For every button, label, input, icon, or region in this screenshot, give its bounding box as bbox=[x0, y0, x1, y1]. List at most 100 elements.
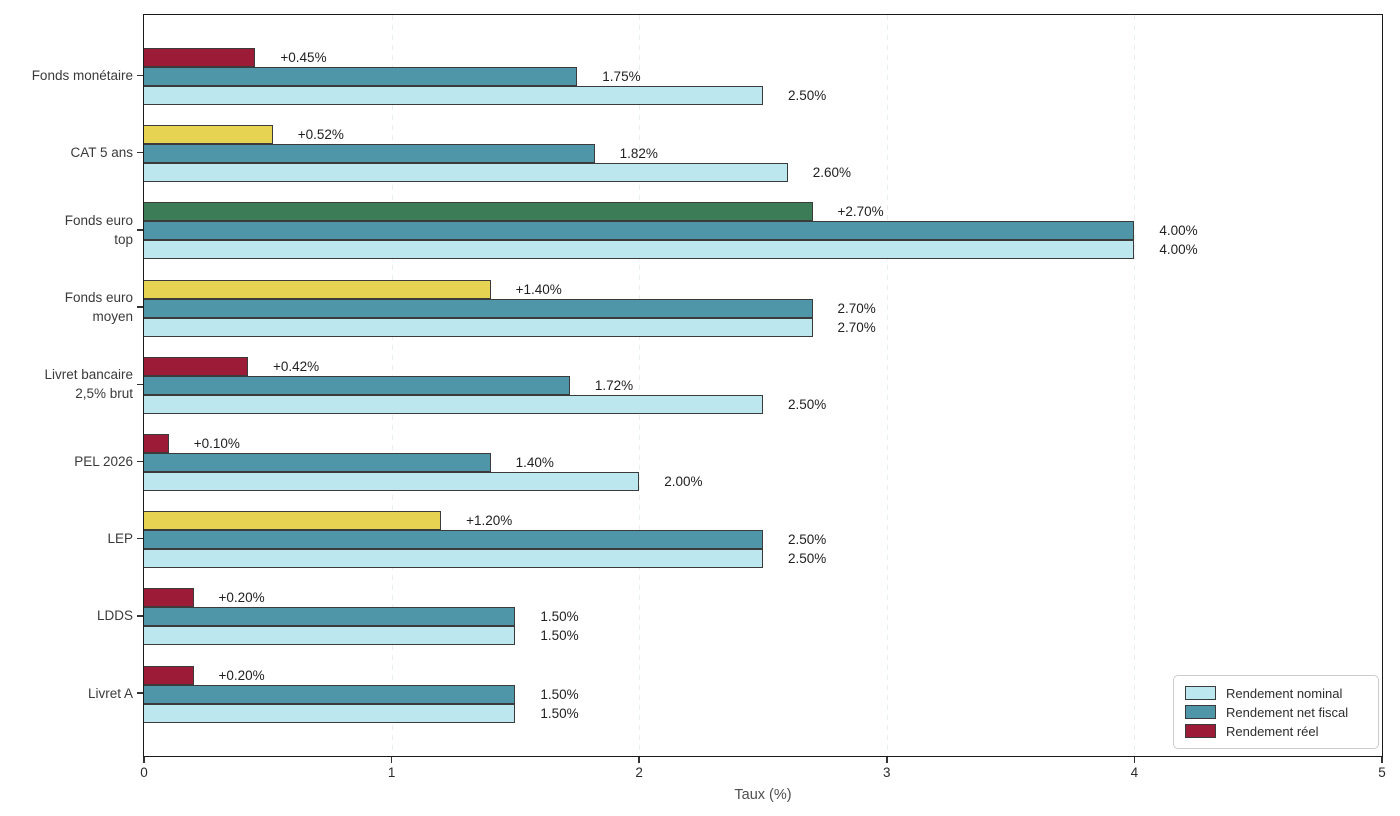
bar-nominal-row1 bbox=[144, 86, 763, 105]
bar-nominal-row7 bbox=[144, 549, 763, 569]
bar-reel-row5 bbox=[144, 356, 248, 376]
gridline-x-4 bbox=[1134, 15, 1136, 756]
y-tick-row9 bbox=[137, 692, 143, 694]
value-label-reel-row6: +0.10% bbox=[193, 436, 240, 451]
bar-reel-row4 bbox=[144, 279, 491, 299]
value-label-reel-row8: +0.20% bbox=[218, 590, 265, 606]
legend-item-2: Rendement net fiscal bbox=[1185, 705, 1368, 720]
bar-net-row3 bbox=[144, 221, 1135, 241]
bar-net-row1 bbox=[144, 67, 578, 86]
legend-label-2: Rendement net fiscal bbox=[1226, 704, 1349, 720]
bar-reel-row1 bbox=[144, 48, 256, 67]
value-label-nominal-row1: 2.50% bbox=[788, 88, 827, 103]
bar-nominal-row9 bbox=[144, 703, 516, 723]
bar-reel-row2 bbox=[144, 125, 273, 145]
bar-net-row8 bbox=[144, 607, 516, 627]
y-category-label-row1: Fonds monétaire bbox=[31, 68, 133, 83]
value-label-nominal-row9: 1.50% bbox=[540, 705, 579, 721]
legend-swatch-2 bbox=[1185, 705, 1216, 719]
value-label-reel-row1: +0.45% bbox=[280, 50, 327, 65]
y-tick-row7 bbox=[137, 537, 143, 540]
value-label-reel-row3: +2.70% bbox=[837, 204, 884, 220]
x-tick-0 bbox=[143, 757, 145, 763]
bar-reel-row7 bbox=[144, 511, 442, 531]
y-category-label-row5: Livret bancaire 2,5% brut bbox=[44, 367, 133, 402]
x-tick-1 bbox=[390, 757, 393, 763]
x-tick-3 bbox=[886, 757, 888, 763]
value-label-nominal-row4: 2.70% bbox=[837, 319, 876, 335]
bar-net-row7 bbox=[144, 530, 763, 550]
value-label-reel-row2: +0.52% bbox=[297, 127, 344, 143]
value-label-net-row4: 2.70% bbox=[837, 300, 876, 316]
legend-swatch-3 bbox=[1185, 724, 1216, 738]
value-label-reel-row4: +1.40% bbox=[515, 281, 562, 297]
legend: Rendement nominal Rendement net fiscal Ren… bbox=[1173, 675, 1379, 749]
y-tick-row2 bbox=[137, 151, 143, 154]
bar-nominal-row8 bbox=[144, 626, 516, 646]
bar-net-row4 bbox=[144, 298, 813, 318]
bar-net-row2 bbox=[144, 144, 595, 164]
value-label-nominal-row3: 4.00% bbox=[1159, 242, 1198, 258]
bar-reel-row9 bbox=[144, 665, 194, 685]
y-tick-row1 bbox=[137, 74, 143, 77]
bar-nominal-row6 bbox=[144, 472, 640, 491]
bar-nominal-row2 bbox=[144, 163, 788, 183]
value-label-net-row2: 1.82% bbox=[619, 146, 658, 162]
value-label-net-row3: 4.00% bbox=[1159, 223, 1198, 239]
bar-nominal-row5 bbox=[144, 394, 763, 414]
x-tick-label-0: 0 bbox=[140, 765, 148, 780]
bar-reel-row3 bbox=[144, 202, 813, 222]
bar-net-row9 bbox=[144, 684, 516, 704]
gridline-x-3 bbox=[886, 15, 888, 756]
y-category-label-row9: Livret A bbox=[87, 685, 133, 701]
value-label-net-row8: 1.50% bbox=[540, 609, 579, 625]
value-label-net-row5: 1.72% bbox=[594, 377, 634, 393]
y-category-label-row7: LEP bbox=[107, 531, 133, 547]
value-label-net-row1: 1.75% bbox=[602, 69, 641, 84]
legend-label-3: Rendement réel bbox=[1226, 723, 1319, 739]
legend-label-1: Rendement nominal bbox=[1226, 685, 1343, 701]
x-tick-label-5: 5 bbox=[1378, 765, 1386, 780]
bar-nominal-row4 bbox=[144, 317, 813, 337]
x-tick-label-4: 4 bbox=[1130, 765, 1139, 780]
x-tick-5 bbox=[1381, 757, 1383, 763]
y-tick-row6 bbox=[137, 460, 143, 463]
value-label-reel-row9: +0.20% bbox=[218, 667, 265, 683]
y-tick-row3 bbox=[137, 229, 143, 231]
x-tick-label-3: 3 bbox=[883, 765, 891, 780]
value-label-reel-row5: +0.42% bbox=[272, 358, 320, 374]
y-tick-row8 bbox=[137, 615, 143, 617]
legend-item-3: Rendement réel bbox=[1185, 724, 1368, 739]
value-label-net-row7: 2.50% bbox=[788, 532, 827, 548]
y-category-label-row3: Fonds euro top bbox=[64, 212, 133, 247]
y-category-label-row2: CAT 5 ans bbox=[70, 145, 133, 161]
bar-net-row5 bbox=[144, 375, 570, 395]
y-tick-row5 bbox=[137, 383, 143, 386]
value-label-net-row6: 1.40% bbox=[515, 455, 554, 470]
plot-area: +0.45% 1.75% 2.50% +0.52% 1.82% 2.60% +2.70% 4.… bbox=[143, 14, 1383, 757]
value-label-nominal-row5: 2.50% bbox=[788, 396, 827, 412]
x-tick-2 bbox=[638, 757, 640, 763]
y-tick-row4 bbox=[137, 306, 143, 308]
bar-reel-row8 bbox=[144, 588, 194, 608]
y-category-label-row6: PEL 2026 bbox=[74, 454, 133, 469]
legend-swatch-1 bbox=[1185, 686, 1216, 700]
legend-item-1: Rendement nominal bbox=[1185, 686, 1368, 701]
bar-net-row6 bbox=[144, 453, 491, 472]
value-label-net-row9: 1.50% bbox=[540, 686, 579, 702]
gridline-x-2 bbox=[639, 15, 641, 756]
value-label-nominal-row6: 2.00% bbox=[664, 474, 703, 489]
y-category-label-row8: LDDS bbox=[96, 608, 133, 624]
y-category-label-row4: Fonds euro moyen bbox=[64, 290, 133, 325]
x-axis-title: Taux (%) bbox=[734, 787, 792, 803]
value-label-reel-row7: +1.20% bbox=[466, 513, 513, 529]
value-label-nominal-row2: 2.60% bbox=[812, 165, 852, 181]
x-tick-4 bbox=[1133, 757, 1136, 763]
value-label-nominal-row8: 1.50% bbox=[540, 628, 579, 644]
bar-reel-row6 bbox=[144, 434, 169, 453]
x-tick-label-1: 1 bbox=[387, 765, 396, 780]
value-label-nominal-row7: 2.50% bbox=[788, 551, 827, 567]
x-tick-label-2: 2 bbox=[635, 765, 643, 780]
bar-nominal-row3 bbox=[144, 240, 1135, 260]
